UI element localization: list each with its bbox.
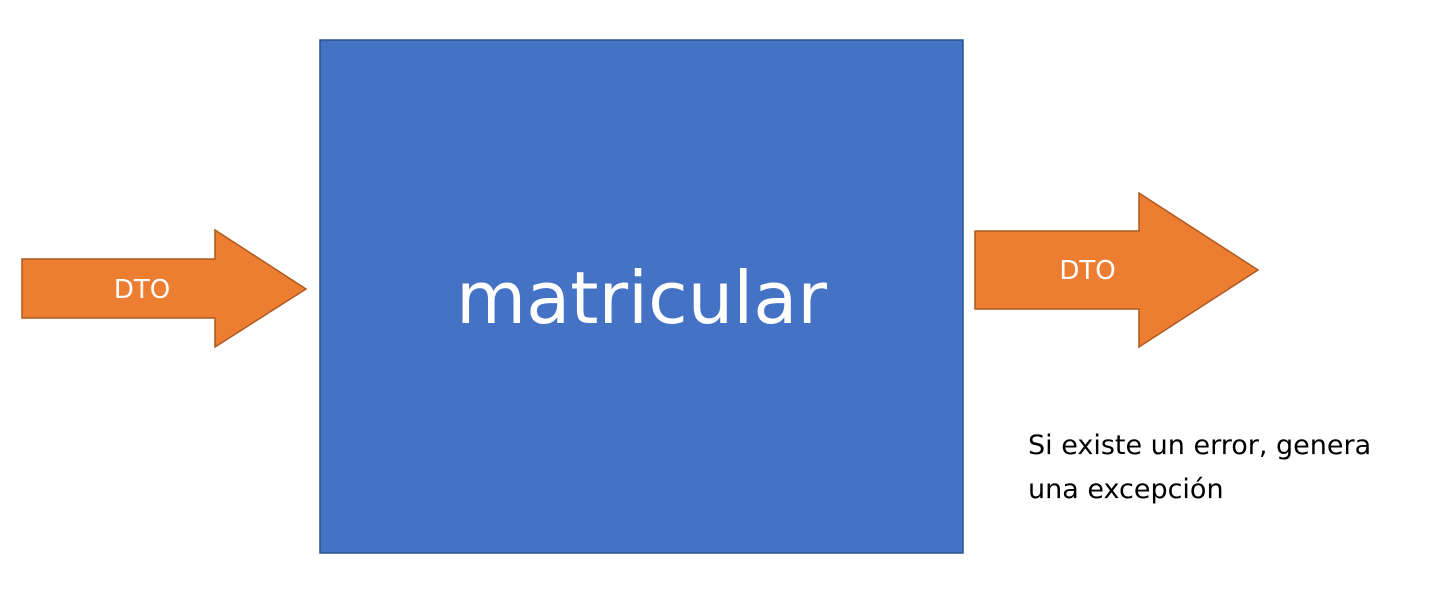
error-note: Si existe un error, genera una excepción	[1028, 424, 1428, 512]
output-arrow-label: DTO	[1059, 256, 1116, 286]
output-arrow	[974, 191, 1260, 349]
error-note-line-2: una excepción	[1028, 474, 1224, 505]
input-arrow-label: DTO	[113, 275, 171, 305]
input-arrow	[21, 228, 308, 349]
error-note-line-1: Si existe un error, genera	[1028, 430, 1372, 461]
process-box	[319, 39, 964, 554]
process-box-label: matricular	[455, 256, 828, 340]
